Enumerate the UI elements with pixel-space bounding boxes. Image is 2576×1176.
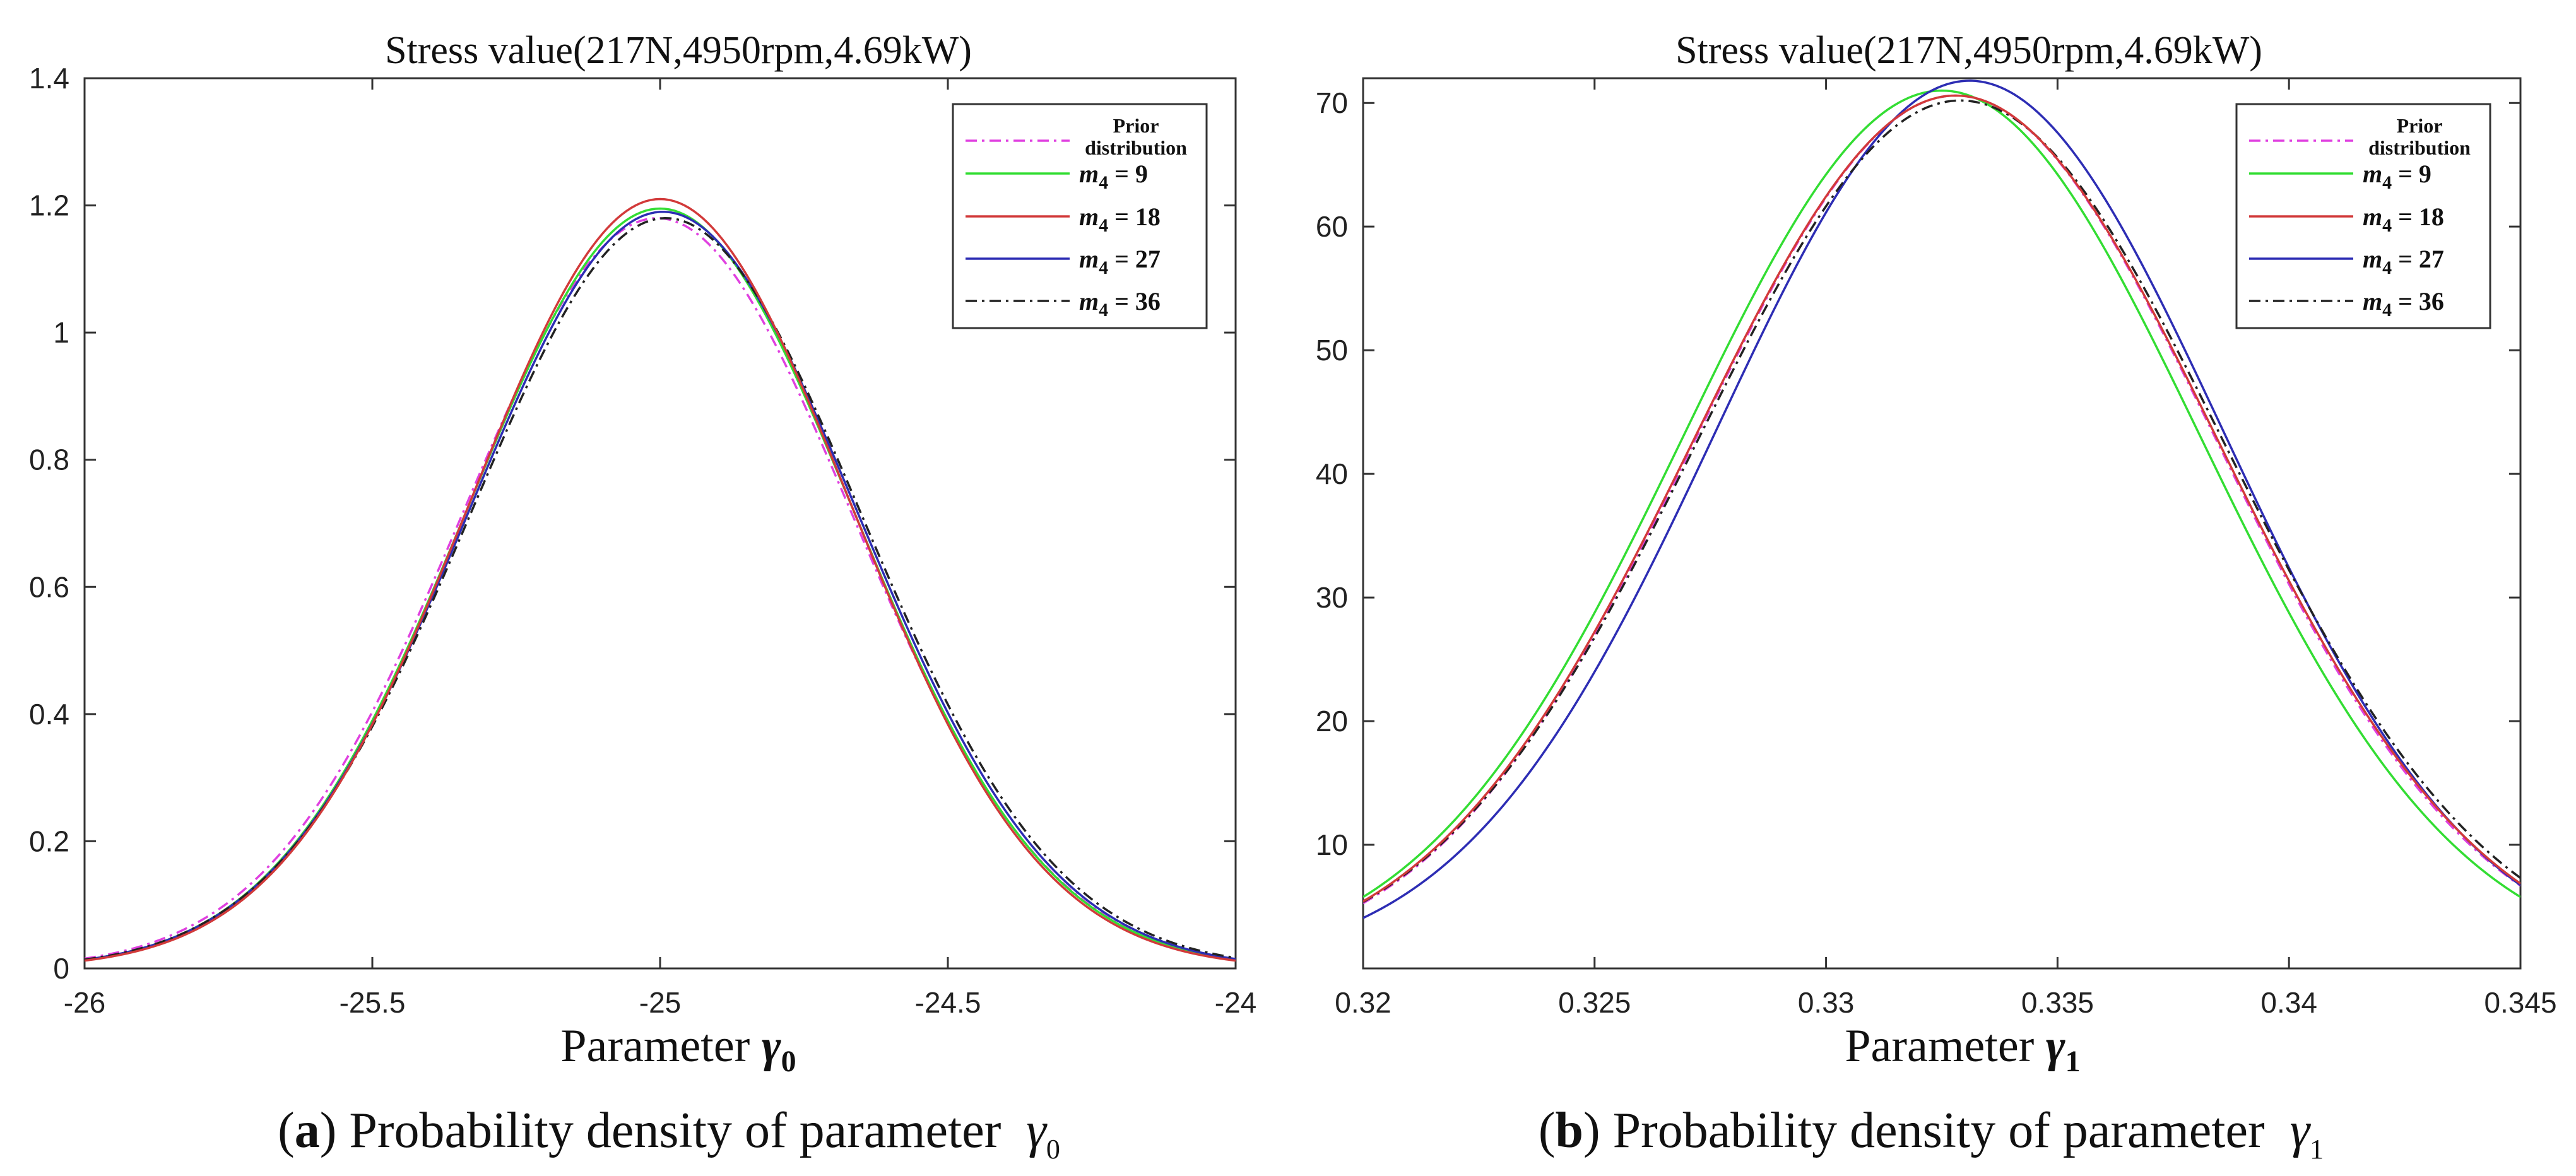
legend-label-prior-line1: Prior bbox=[1113, 114, 1159, 137]
series-line-2 bbox=[85, 197, 1236, 962]
y-tick-label: 70 bbox=[1316, 86, 1348, 119]
x-tick-label: -24.5 bbox=[915, 986, 981, 1019]
caption-a: (a) Probability density of parameter γ0 bbox=[278, 1103, 1060, 1165]
series-line-4 bbox=[85, 216, 1236, 961]
y-tick-label: 10 bbox=[1316, 828, 1348, 861]
y-tick-label: 0.4 bbox=[29, 698, 69, 731]
y-tick-label: 0.2 bbox=[29, 825, 69, 857]
legend-label-m4: m4 = 9 bbox=[1079, 160, 1148, 193]
legend-label-prior-line2: distribution bbox=[2368, 136, 2471, 159]
legend-label-m4: m4 = 36 bbox=[1079, 287, 1161, 320]
y-tick-label: 1.4 bbox=[29, 62, 69, 95]
x-tick-label: -26 bbox=[64, 986, 105, 1019]
y-tick-label: 60 bbox=[1316, 210, 1348, 243]
x-tick-label: 0.32 bbox=[1335, 986, 1391, 1019]
y-tick-label: 1 bbox=[53, 316, 69, 349]
series-line-2 bbox=[1363, 94, 2520, 903]
panel-a: Stress value(217N,4950rpm,4.69kW) -26 -25… bbox=[29, 29, 1256, 1165]
y-tick-label: 0 bbox=[53, 952, 69, 985]
chart-b-title: Stress value(217N,4950rpm,4.69kW) bbox=[1675, 29, 2262, 72]
plot-area-a: -26 -25.5 -25 -24.5 -24 0 0.2 0.4 0.6 0.8 1 1.2 1.4 P… bbox=[29, 62, 1256, 1019]
legend-label-prior-line2: distribution bbox=[1085, 136, 1187, 159]
x-tick-label: -24 bbox=[1215, 986, 1256, 1019]
y-tick-label: 0.6 bbox=[29, 570, 69, 603]
plot-area-b: 0.32 0.325 0.33 0.335 0.34 0.345 10 20 30 40 50 60 7… bbox=[1316, 77, 2557, 1019]
legend-label-m4: m4 = 18 bbox=[2363, 203, 2444, 236]
legend-label-m4: m4 = 27 bbox=[1079, 245, 1161, 278]
x-tick-label: -25.5 bbox=[340, 986, 406, 1019]
x-tick-label: 0.34 bbox=[2260, 986, 2317, 1019]
y-tick-label: 0.8 bbox=[29, 444, 69, 476]
series-line-4 bbox=[1363, 99, 2520, 903]
y-tick-label: 1.2 bbox=[29, 189, 69, 222]
x-tick-label: 0.325 bbox=[1558, 986, 1631, 1019]
axes-frame-b bbox=[1362, 77, 2522, 970]
x-tick-label: 0.345 bbox=[2484, 986, 2556, 1019]
y-tick-label: 50 bbox=[1316, 334, 1348, 367]
x-tick-label: -25 bbox=[639, 986, 681, 1019]
legend-label-m4: m4 = 18 bbox=[1079, 203, 1161, 236]
chart-a-xlabel: Parameter γ0 bbox=[560, 1020, 796, 1078]
legend-label-m4: m4 = 36 bbox=[2363, 287, 2444, 320]
y-tick-label: 30 bbox=[1316, 581, 1348, 614]
panel-b: Stress value(217N,4950rpm,4.69kW) 0.32 0.… bbox=[1316, 29, 2557, 1165]
caption-b: (b) Probability density of parameter γ1 bbox=[1539, 1103, 2324, 1165]
series-line-0 bbox=[85, 217, 1236, 961]
series-line-1 bbox=[1363, 89, 2520, 898]
legend-label-prior-line1: Prior bbox=[2397, 114, 2443, 137]
chart-b-xlabel: Parameter γ1 bbox=[1845, 1020, 2080, 1078]
x-tick-label: 0.335 bbox=[2021, 986, 2094, 1019]
chart-a-title: Stress value(217N,4950rpm,4.69kW) bbox=[385, 29, 972, 72]
y-tick-label: 20 bbox=[1316, 705, 1348, 738]
series-line-3 bbox=[1363, 79, 2520, 919]
legend-label-m4: m4 = 27 bbox=[2363, 245, 2444, 278]
y-tick-label: 40 bbox=[1316, 457, 1348, 490]
x-tick-label: 0.33 bbox=[1798, 986, 1855, 1019]
legend-label-m4: m4 = 9 bbox=[2363, 160, 2431, 193]
